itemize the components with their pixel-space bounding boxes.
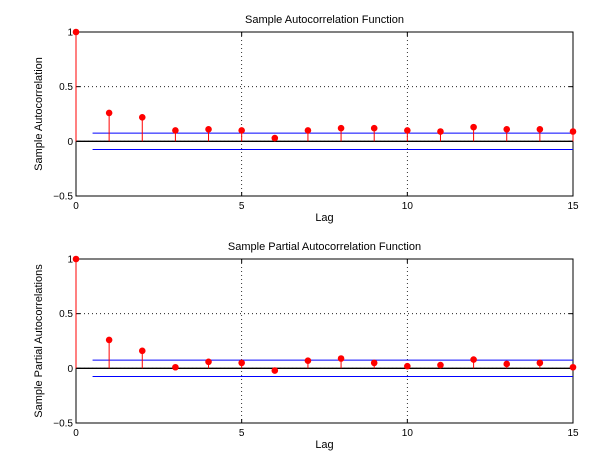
pacf-xtick-label: 5: [239, 428, 245, 439]
pacf-marker: [172, 363, 179, 371]
pacf-marker: [404, 362, 411, 370]
pacf-marker: [238, 359, 245, 367]
pacf-marker: [337, 355, 345, 362]
pacf-marker: [536, 359, 544, 367]
acf-marker: [370, 124, 378, 132]
pacf-marker: [370, 359, 378, 367]
pacf-chart: Sample Partial Autocorrelation Function …: [33, 241, 579, 451]
acf-marker: [437, 128, 444, 135]
pacf-xtick-label: 10: [402, 428, 414, 439]
acf-title: Sample Autocorrelation Function: [245, 14, 404, 26]
pacf-ytick-label: 0: [67, 364, 73, 375]
pacf-axes-box: [75, 258, 574, 424]
acf-axes-box: [75, 31, 574, 197]
pacf-xtick-label: 0: [73, 428, 79, 439]
acf-ylabel: Sample Autocorrelation: [33, 57, 45, 171]
pacf-marker: [271, 367, 279, 374]
acf-marker: [569, 128, 577, 135]
acf-xlabel: Lag: [315, 212, 333, 224]
acf-ytick-label: 0: [67, 137, 73, 148]
pacf-marker: [470, 356, 477, 363]
acf-ytick-label: 1: [67, 28, 73, 39]
pacf-xtick-label: 15: [567, 428, 579, 439]
acf-xtick-label: 10: [402, 201, 414, 212]
pacf-marker: [503, 360, 511, 368]
pacf-marker: [205, 358, 212, 366]
pacf-marker: [304, 357, 312, 364]
acf-marker: [404, 127, 411, 134]
acf-marker: [172, 127, 179, 134]
acf-xtick-label: 15: [567, 201, 579, 212]
pacf-ylabel: Sample Partial Autocorrelations: [33, 264, 45, 418]
acf-marker: [138, 113, 146, 121]
acf-marker: [205, 126, 212, 133]
acf-ytick-label: 0.5: [59, 82, 73, 93]
pacf-ytick-label: 1: [67, 255, 73, 266]
pacf-marker: [72, 255, 80, 263]
pacf-title: Sample Partial Autocorrelation Function: [228, 241, 421, 253]
acf-marker: [271, 134, 279, 142]
pacf-marker: [437, 361, 444, 369]
acf-xtick-label: 5: [239, 201, 245, 212]
acf-marker: [536, 126, 544, 133]
acf-marker: [238, 127, 245, 134]
acf-xtick-label: 0: [73, 201, 79, 212]
acf-marker: [470, 123, 477, 131]
acf-marker: [304, 127, 312, 134]
acf-marker: [105, 109, 113, 117]
acf-marker: [337, 124, 345, 132]
pacf-marker: [569, 363, 577, 371]
acf-chart: Sample Autocorrelation Function Lag Samp…: [33, 14, 579, 224]
pacf-ytick-label: −0.5: [53, 419, 73, 430]
pacf-marker: [105, 336, 113, 344]
pacf-marker: [138, 347, 146, 355]
pacf-xlabel: Lag: [315, 439, 333, 451]
acf-marker: [72, 28, 80, 36]
acf-ytick-label: −0.5: [53, 192, 73, 203]
acf-marker: [503, 126, 511, 133]
pacf-ytick-label: 0.5: [59, 309, 73, 320]
